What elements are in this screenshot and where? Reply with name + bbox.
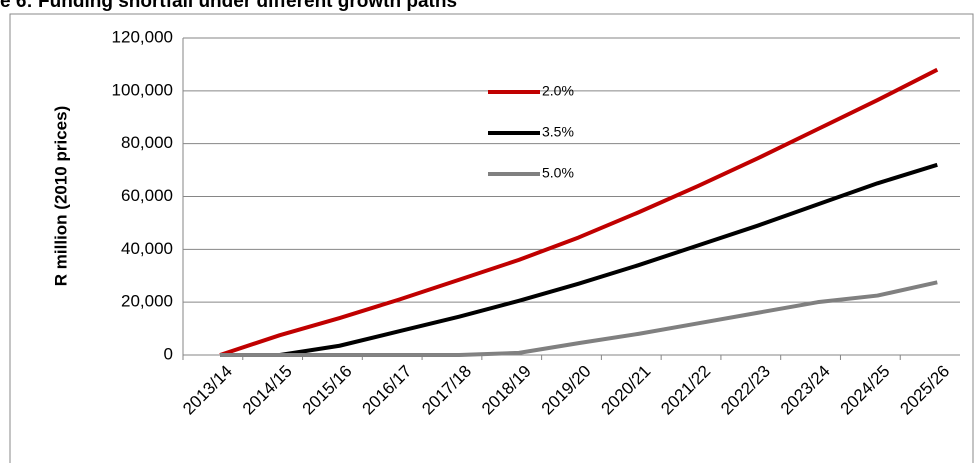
series-line	[220, 280, 938, 357]
y-tick-label: 60,000	[121, 186, 173, 205]
x-tick-label: 2024/25	[837, 362, 894, 419]
y-tick-label: 40,000	[121, 239, 173, 258]
chart-title: e 6: Funding shortfall under different g…	[0, 0, 457, 12]
y-tick-label: 100,000	[112, 80, 173, 99]
x-tick-label: 2025/26	[896, 362, 953, 419]
y-tick-label: 120,000	[112, 27, 173, 46]
x-tick-label: 2019/20	[538, 362, 595, 419]
x-tick-label: 2018/19	[478, 362, 535, 419]
y-tick-label: 0	[164, 344, 173, 363]
legend-label: 5.0%	[542, 165, 574, 181]
x-tick-label: 2021/22	[657, 362, 714, 419]
x-tick-label: 2013/14	[179, 362, 236, 419]
x-tick-label: 2014/15	[239, 362, 296, 419]
x-tick-label: 2016/17	[358, 362, 415, 419]
chart-border	[9, 13, 974, 463]
y-axis-label: R million (2010 prices)	[51, 106, 70, 286]
x-tick-label: 2020/21	[598, 362, 655, 419]
series-line	[220, 162, 938, 357]
legend-label: 2.0%	[542, 83, 574, 99]
y-tick-label: 80,000	[121, 133, 173, 152]
x-tick-label: 2022/23	[717, 362, 774, 419]
legend-label: 3.5%	[542, 124, 574, 140]
x-tick-label: 2023/24	[777, 362, 834, 419]
x-tick-label: 2015/16	[299, 362, 356, 419]
y-tick-label: 20,000	[121, 292, 173, 311]
series-line	[219, 67, 939, 357]
x-tick-label: 2017/18	[418, 362, 475, 419]
